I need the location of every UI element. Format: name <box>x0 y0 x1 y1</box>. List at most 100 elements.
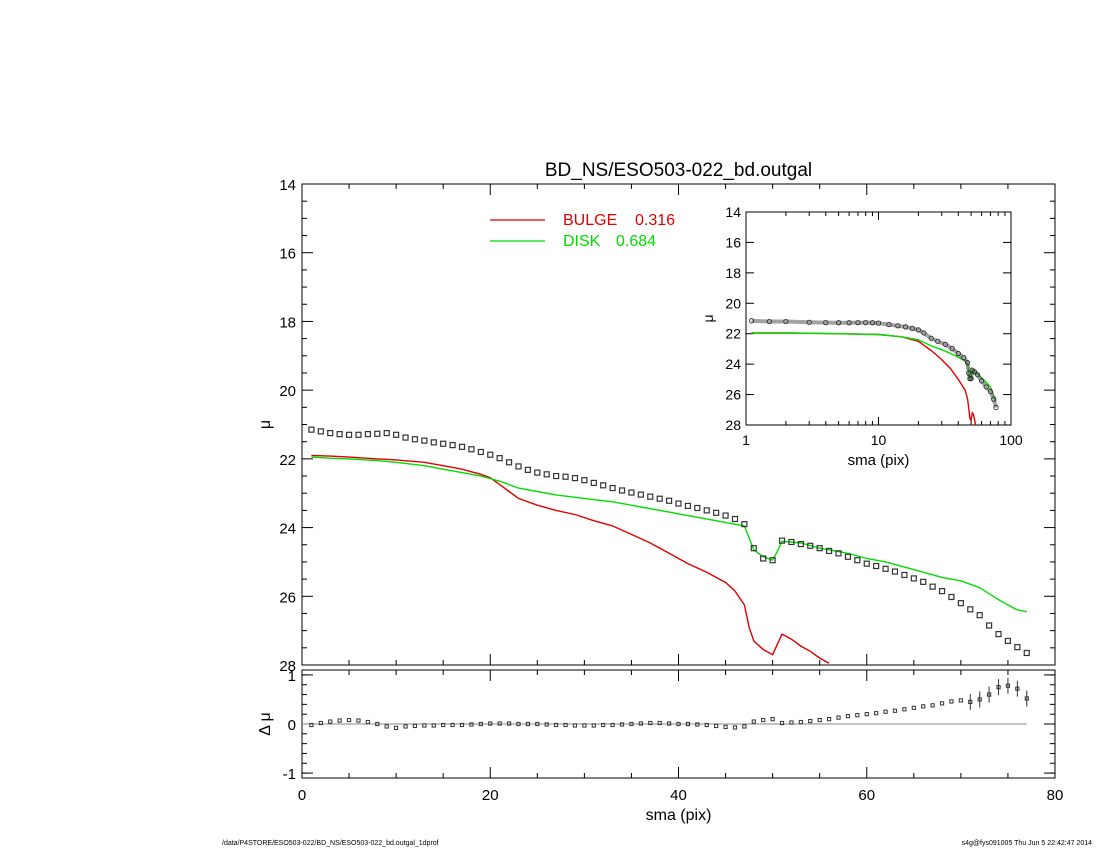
y-tick-label: 26 <box>279 589 296 606</box>
y-tick-label: 28 <box>279 658 296 675</box>
data-point <box>571 474 579 482</box>
resid-point <box>874 711 879 716</box>
resid-point <box>318 720 323 726</box>
resid-point <box>751 719 756 724</box>
data-point <box>637 491 644 498</box>
data-point <box>825 547 833 555</box>
inset-y-tick-label: 28 <box>725 417 741 433</box>
resid-point <box>337 718 342 723</box>
data-point <box>694 504 701 512</box>
resid-point <box>864 712 869 717</box>
inset-data-point <box>855 320 861 326</box>
data-point <box>496 455 503 462</box>
resid-point <box>497 721 502 726</box>
data-point <box>458 443 466 450</box>
resid-point <box>346 717 352 723</box>
inset-data-point <box>823 320 829 326</box>
footer-timestamp: s4g@fys091005 Thu Jun 5 22:42:47 2014 <box>961 840 1092 847</box>
data-point <box>553 472 560 480</box>
resid-point <box>601 722 606 728</box>
resid-point <box>949 699 954 704</box>
data-point <box>957 600 964 607</box>
data-point <box>524 466 532 473</box>
data-point <box>882 565 889 572</box>
resid-point <box>827 716 832 722</box>
resid-point <box>685 721 691 727</box>
inset-data-point <box>964 360 971 366</box>
data-point <box>797 540 804 548</box>
resid-point <box>309 722 314 728</box>
resid-point <box>375 721 380 727</box>
resid-point <box>883 709 888 714</box>
inset-data-point <box>979 378 985 384</box>
data-point <box>920 578 927 585</box>
inset-data-point <box>987 388 994 395</box>
inset-data-point <box>955 350 961 357</box>
series-line-disk <box>311 456 1027 613</box>
inset-data-point <box>886 321 892 328</box>
resid-point <box>544 722 549 727</box>
data-point <box>477 448 484 456</box>
inset-data-point <box>915 327 921 333</box>
resid-point <box>403 724 408 729</box>
footer-file-path: /data/P4STORE/ESO503-022/BD_NS/ESO503-02… <box>222 840 439 847</box>
resid-point <box>619 722 625 727</box>
data-point <box>995 630 1002 638</box>
y-tick-label: 24 <box>279 521 296 538</box>
data-point <box>816 545 823 552</box>
resid-point <box>525 721 530 727</box>
data-point <box>468 446 475 453</box>
resid-point <box>591 723 596 728</box>
resid-point <box>968 699 973 705</box>
inset-data-point <box>942 341 949 347</box>
data-point <box>628 489 635 496</box>
inset-data-point <box>993 404 999 411</box>
inset-y-tick-label: 18 <box>725 265 741 281</box>
resid-point <box>365 719 370 725</box>
legend-label-disk: DISK <box>563 233 601 250</box>
data-point <box>534 469 541 476</box>
data-point <box>844 553 852 560</box>
resid-point <box>478 721 483 727</box>
data-point <box>929 583 936 590</box>
data-point <box>873 562 880 570</box>
legend-value-disk: 0.684 <box>616 233 656 250</box>
inset-data-point <box>902 324 909 330</box>
data-point <box>891 568 899 575</box>
data-point <box>600 482 607 489</box>
data-point <box>515 463 522 470</box>
inset-y-tick-label: 24 <box>725 356 741 372</box>
data-point <box>609 484 616 492</box>
data-point <box>750 545 757 552</box>
inset-x-axis-label: sma (pix) <box>848 452 910 469</box>
resid-point <box>459 722 465 728</box>
data-point <box>684 502 692 510</box>
data-point <box>581 477 588 484</box>
resid-point <box>431 723 436 728</box>
x-tick-label: 20 <box>482 787 499 804</box>
inset-y-axis-label: μ <box>700 314 716 322</box>
data-point <box>393 431 400 438</box>
resid-point <box>939 701 945 706</box>
data-point <box>364 431 371 438</box>
y-tick-label: 20 <box>279 383 296 400</box>
resid-point <box>742 724 747 729</box>
x-tick-label: 80 <box>1047 787 1064 804</box>
data-point <box>656 495 663 502</box>
inset-data-point <box>783 318 789 325</box>
data-point <box>976 612 983 619</box>
resid-point <box>977 697 982 702</box>
resid-point <box>1024 696 1029 701</box>
resid-point <box>714 723 719 729</box>
resid-y-tick-label: 1 <box>288 668 296 685</box>
inset-x-tick-label: 100 <box>999 432 1023 448</box>
inset-data-point <box>806 319 812 325</box>
resid-point <box>648 720 653 726</box>
resid-point <box>817 717 822 723</box>
resid-point <box>666 721 672 726</box>
data-point <box>1023 649 1030 657</box>
data-point <box>327 429 334 437</box>
inset-data-band <box>751 318 998 409</box>
